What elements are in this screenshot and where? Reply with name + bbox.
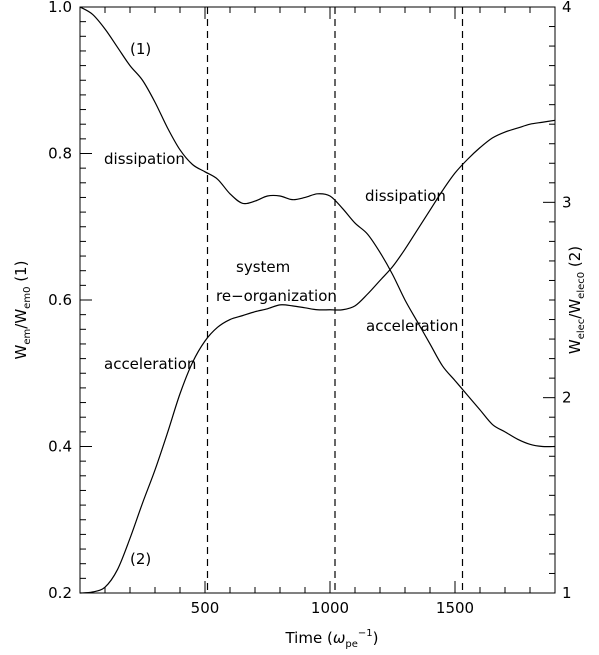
curve-2-label: (2) xyxy=(130,550,151,568)
y-left-tick-label: 1.0 xyxy=(48,0,72,16)
annotation-system: system xyxy=(236,258,290,276)
x-tick-label: 1500 xyxy=(436,599,474,617)
y-left-tick-label: 0.6 xyxy=(48,291,72,309)
tick-labels: 500 1000 1500 0.2 0.4 0.6 0.8 1.0 1 2 3 4 xyxy=(48,0,571,617)
y-left-tick-label: 0.2 xyxy=(48,584,72,602)
data-curves xyxy=(79,6,556,594)
y-right-tick-label: 4 xyxy=(562,0,572,16)
x-axis-title: Time (ωpe−1) xyxy=(284,628,378,650)
annotation-dissipation-right: dissipation xyxy=(365,187,446,205)
series-curve-2 xyxy=(79,119,556,594)
y-left-tick-label: 0.8 xyxy=(48,145,72,163)
annotation-acceleration-right: acceleration xyxy=(366,317,458,335)
y-right-tick-label: 3 xyxy=(562,193,572,211)
right-axis-title: Welec/Welec0 (2) xyxy=(566,246,587,354)
series-curve-1 xyxy=(79,6,556,448)
curve-1-label: (1) xyxy=(130,40,151,58)
phase-divider-lines xyxy=(206,7,464,593)
annotation-acceleration-left: acceleration xyxy=(104,355,196,373)
y-right-tick-label: 1 xyxy=(562,584,572,602)
x-tick-label: 500 xyxy=(191,599,220,617)
y-right-tick-label: 2 xyxy=(562,389,572,407)
left-axis-title: Wem/Wem0 (1) xyxy=(12,261,33,360)
x-tick-label: 1000 xyxy=(311,599,349,617)
y-left-tick-label: 0.4 xyxy=(48,438,72,456)
annotation-reorganization: re−organization xyxy=(216,287,337,305)
annotation-dissipation-left: dissipation xyxy=(104,150,185,168)
